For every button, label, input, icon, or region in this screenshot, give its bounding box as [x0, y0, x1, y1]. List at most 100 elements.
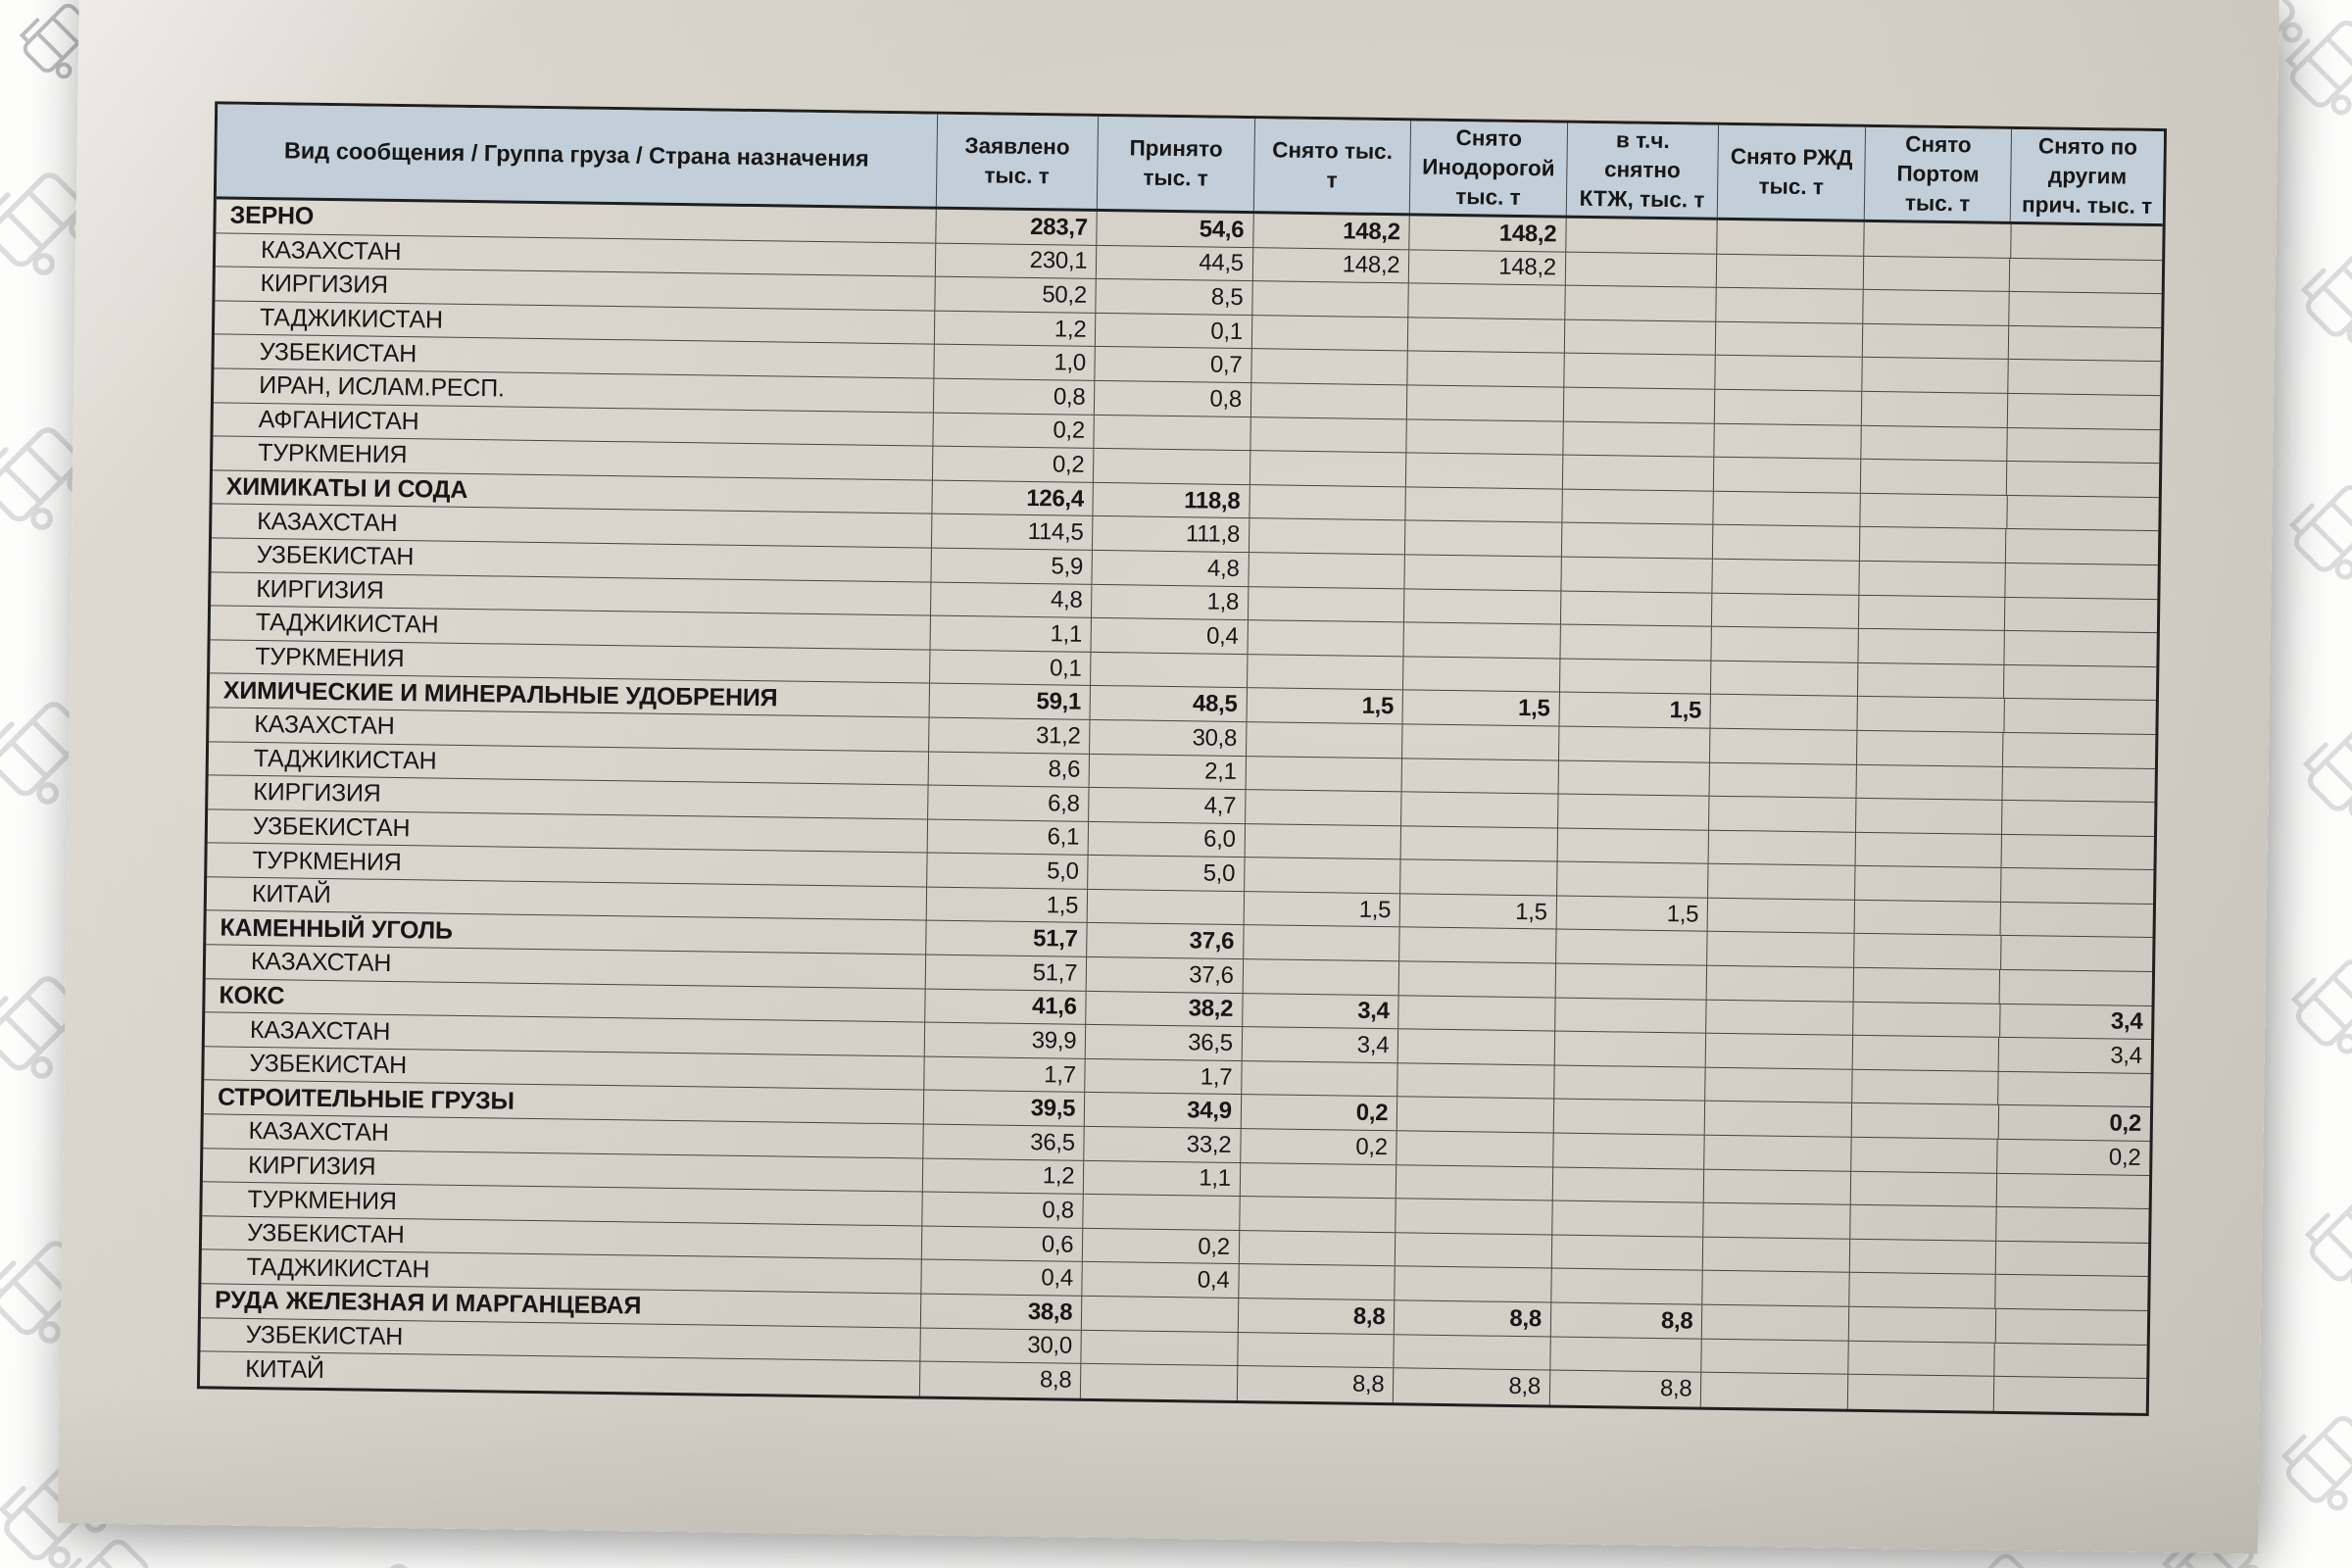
- value-cell: [1705, 1067, 1853, 1103]
- value-cell: [1240, 1162, 1397, 1199]
- freight-wagon-icon: [1940, 1541, 2048, 1568]
- value-cell: [1710, 695, 1858, 730]
- value-cell: [1408, 318, 1566, 353]
- value-cell: [1857, 697, 2005, 732]
- value-cell: [1862, 323, 2010, 360]
- value-cell: [1716, 287, 1864, 323]
- value-cell: 0,4: [921, 1259, 1084, 1296]
- value-cell: 8,8: [1395, 1300, 1552, 1337]
- value-cell: 1,7: [1085, 1058, 1243, 1095]
- value-cell: 3,4: [2110, 1007, 2143, 1036]
- value-cell: [2003, 733, 2155, 768]
- value-cell: [1859, 561, 2007, 597]
- value-cell: [1847, 1374, 1995, 1411]
- value-cell: [1405, 487, 1563, 522]
- value-cell: [1852, 1069, 2000, 1105]
- value-cell: [1239, 1230, 1396, 1266]
- value-cell: [2004, 699, 2156, 734]
- value-cell: [1562, 489, 1715, 525]
- value-cell: 1,5: [1399, 894, 1557, 930]
- value-cell: [1400, 859, 1558, 896]
- freight-wagon-icon: [2281, 945, 2352, 1062]
- value-cell: [2006, 529, 2158, 564]
- value-cell: [1558, 760, 1711, 796]
- value-cell: [1848, 1341, 1996, 1377]
- value-cell: [1709, 762, 1857, 798]
- value-cell: [1996, 1275, 2148, 1310]
- value-cell: [1999, 1072, 2151, 1107]
- value-cell: 0,2: [1241, 1095, 1398, 1131]
- value-cell: [1997, 1207, 2149, 1243]
- value-cell: [2002, 835, 2154, 870]
- value-cell: [1251, 315, 1409, 351]
- value-cell: [1709, 796, 1857, 832]
- value-cell: 36,5: [923, 1124, 1086, 1160]
- value-cell: 39,9: [924, 1022, 1087, 1058]
- value-cell: 34,9: [1084, 1093, 1242, 1129]
- value-cell: 126,4: [932, 480, 1095, 516]
- value-cell: [1714, 423, 1862, 459]
- value-cell: [1083, 1195, 1241, 1230]
- value-cell: 48,5: [1090, 686, 1248, 722]
- value-cell: [1250, 416, 1408, 453]
- value-cell: 41,6: [924, 989, 1087, 1025]
- value-cell: [2010, 292, 2162, 327]
- value-cell: [1401, 758, 1559, 794]
- value-cell: [1850, 1204, 1998, 1241]
- value-cell: [1248, 620, 1405, 657]
- value-cell: 37,6: [1087, 923, 1245, 959]
- value-cell: [1715, 356, 1863, 391]
- value-cell: [1862, 358, 2010, 393]
- value-cell: [1250, 383, 1408, 418]
- value-cell: [1554, 998, 1707, 1033]
- value-cell: 283,7: [936, 209, 1098, 245]
- value-cell: 51,7: [925, 921, 1088, 956]
- paper-sheet: Вид сообщения / Группа груза / Страна на…: [57, 0, 2280, 1554]
- value-cell: 8,6: [928, 752, 1091, 787]
- value-cell: [1707, 932, 1855, 967]
- value-cell: [1996, 1242, 2148, 1277]
- value-cell: 4,8: [1092, 550, 1250, 586]
- value-cell: 0,8: [933, 378, 1096, 415]
- value-cell: 6,1: [927, 819, 1090, 856]
- value-cell: [1252, 281, 1410, 318]
- value-cell: 51,7: [925, 955, 1088, 991]
- value-cell: [1239, 1264, 1396, 1300]
- value-cell: [1397, 1029, 1555, 1065]
- value-cell: 1,1: [1084, 1160, 1242, 1197]
- freight-wagon-icon: [333, 1550, 441, 1568]
- value-cell: 0,4: [1082, 1262, 1240, 1298]
- value-cell: [1705, 1102, 1853, 1137]
- value-cell: 31,2: [928, 717, 1091, 754]
- value-cell: 0,1: [929, 650, 1092, 686]
- value-cell: [1713, 525, 1861, 561]
- value-cell: 0,8: [922, 1192, 1085, 1228]
- value-cell: 4,7: [1089, 787, 1247, 823]
- value-cell: [1396, 1199, 1553, 1235]
- value-cell: [1401, 792, 1559, 828]
- value-cell: 3,4: [1242, 1027, 1399, 1063]
- value-cell: [2000, 970, 2152, 1005]
- value-cell: [2009, 326, 2161, 362]
- value-cell: [1861, 391, 2009, 427]
- value-cell: [1406, 453, 1564, 489]
- value-cell: 6,8: [927, 785, 1090, 821]
- value-cell: [1560, 591, 1713, 626]
- value-cell: 0,6: [921, 1226, 1084, 1262]
- value-cell: [1861, 425, 2009, 462]
- value-cell: [1712, 559, 1860, 595]
- value-cell: [1394, 1334, 1551, 1370]
- value-cell: [1399, 927, 1557, 963]
- value-cell: [1703, 1237, 1851, 1273]
- header-cell: Снято Инодорогой тыс. т: [1409, 121, 1568, 216]
- value-cell: [1247, 654, 1404, 690]
- value-cell: 8,8: [919, 1361, 1082, 1398]
- value-cell: 114,5: [931, 514, 1094, 550]
- value-cell: [1246, 756, 1403, 792]
- value-cell: [1398, 961, 1556, 998]
- value-cell: [2005, 597, 2157, 632]
- value-cell: [1708, 830, 1856, 866]
- value-cell: [1404, 588, 1562, 624]
- value-cell: [2002, 801, 2154, 836]
